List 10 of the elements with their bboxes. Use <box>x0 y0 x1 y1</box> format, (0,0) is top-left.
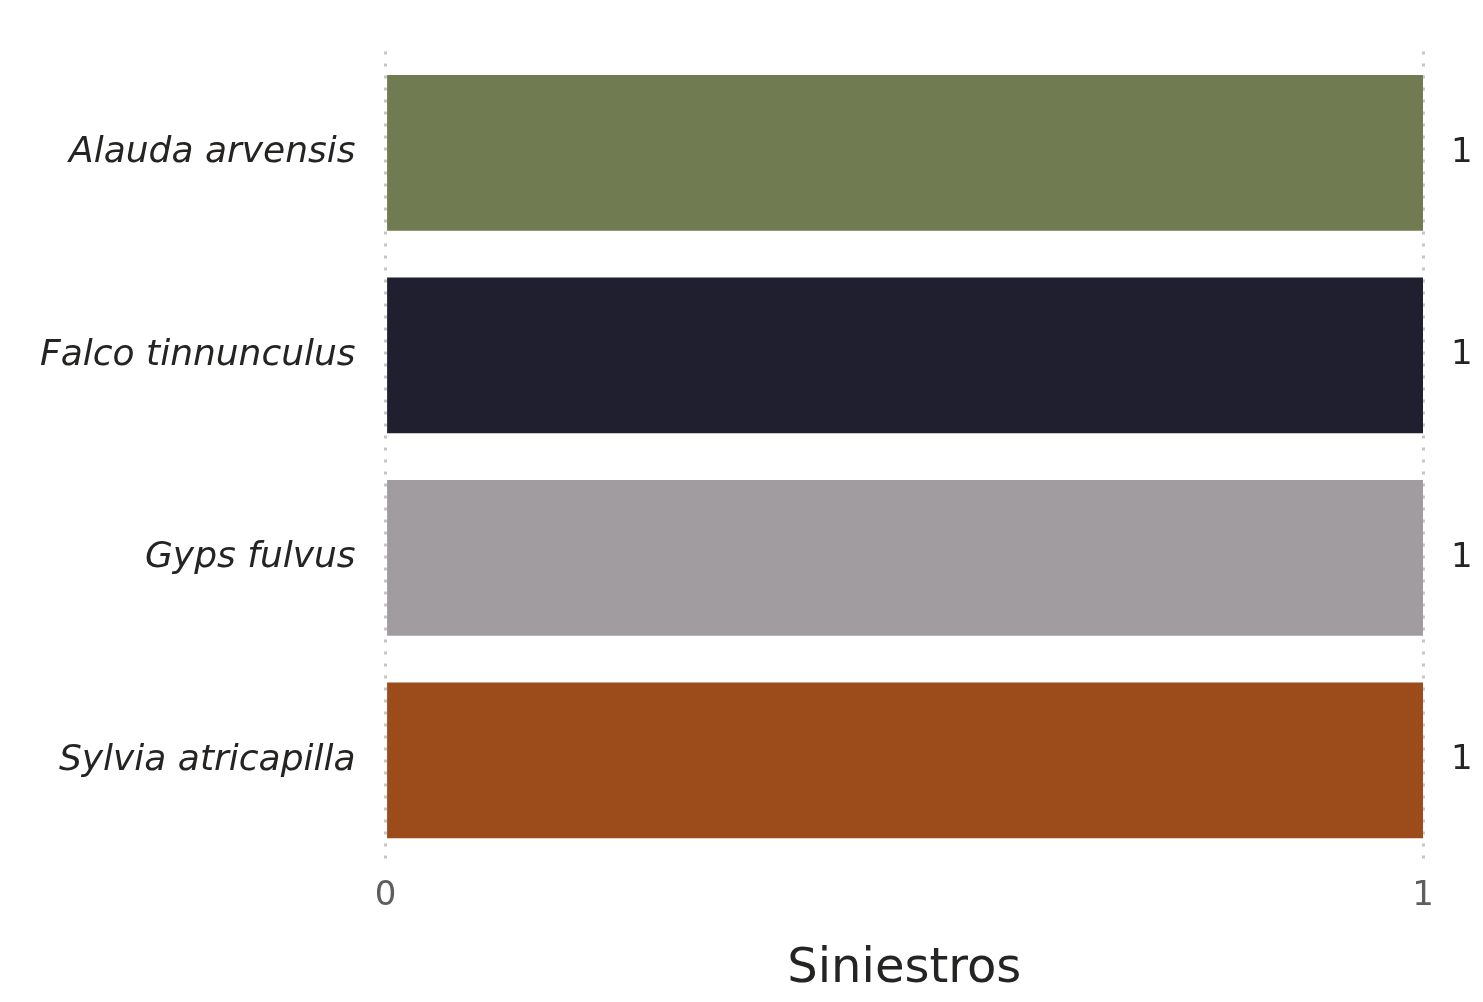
y-tick-label: Falco tinnunculus <box>39 331 356 373</box>
data-label: 1 <box>1451 737 1473 778</box>
y-tick-label: Gyps fulvus <box>144 534 356 576</box>
y-tick-label: Alauda arvensis <box>67 129 356 171</box>
data-label: 1 <box>1451 534 1473 575</box>
y-tick-label: Sylvia atricapilla <box>58 736 356 778</box>
x-tick-label: 0 <box>374 872 397 913</box>
data-label: 1 <box>1451 332 1473 373</box>
data-label: 1 <box>1451 129 1473 170</box>
x-axis-title: Siniestros <box>787 936 1022 993</box>
